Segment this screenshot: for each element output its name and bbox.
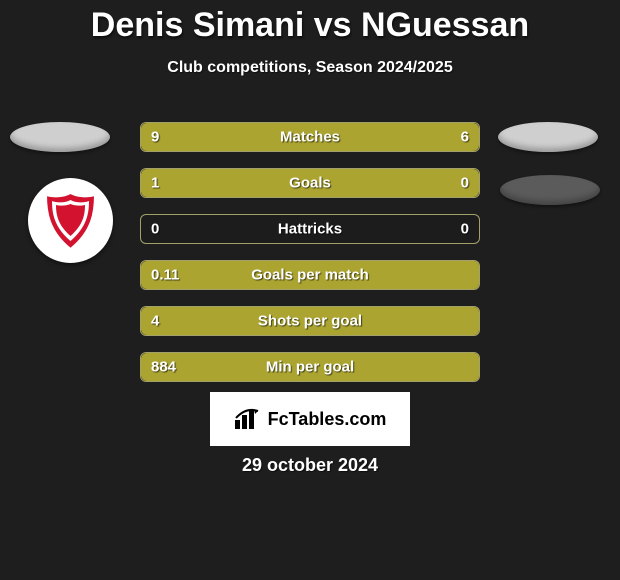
value-left: 884	[151, 359, 176, 376]
stat-label: Min per goal	[266, 359, 354, 376]
value-left: 4	[151, 313, 159, 330]
club-left-badge	[28, 178, 113, 263]
comparison-chart: 9 6 Matches 1 0 Goals 0 0 Hattricks 0.11 Goals per…	[140, 122, 480, 398]
value-left: 1	[151, 175, 159, 192]
value-right: 0	[461, 221, 469, 238]
bar-left	[141, 169, 401, 197]
branding-logo: FcTables.com	[210, 392, 410, 446]
shield-icon	[43, 191, 98, 251]
stat-label: Goals	[289, 175, 331, 192]
stat-label: Shots per goal	[258, 313, 362, 330]
stat-row: 884 Min per goal	[140, 352, 480, 382]
date-text: 29 october 2024	[242, 455, 378, 476]
stat-label: Matches	[280, 129, 340, 146]
player-left-avatar	[10, 122, 110, 152]
stat-row: 1 0 Goals	[140, 168, 480, 198]
value-right: 0	[461, 175, 469, 192]
club-right-badge	[500, 175, 600, 205]
bar-right	[343, 123, 479, 151]
value-right: 6	[461, 129, 469, 146]
stat-row: 0 0 Hattricks	[140, 214, 480, 244]
stat-row: 0.11 Goals per match	[140, 260, 480, 290]
stat-label: Goals per match	[251, 267, 369, 284]
stat-label: Hattricks	[278, 221, 342, 238]
page-title: Denis Simani vs NGuessan	[0, 0, 620, 45]
stat-row: 9 6 Matches	[140, 122, 480, 152]
subtitle: Club competitions, Season 2024/2025	[0, 59, 620, 77]
branding-text: FcTables.com	[268, 409, 387, 430]
bars-icon	[234, 408, 262, 430]
value-left: 0.11	[151, 267, 179, 284]
value-left: 0	[151, 221, 159, 238]
stat-row: 4 Shots per goal	[140, 306, 480, 336]
value-left: 9	[151, 129, 159, 146]
player-right-avatar	[498, 122, 598, 152]
